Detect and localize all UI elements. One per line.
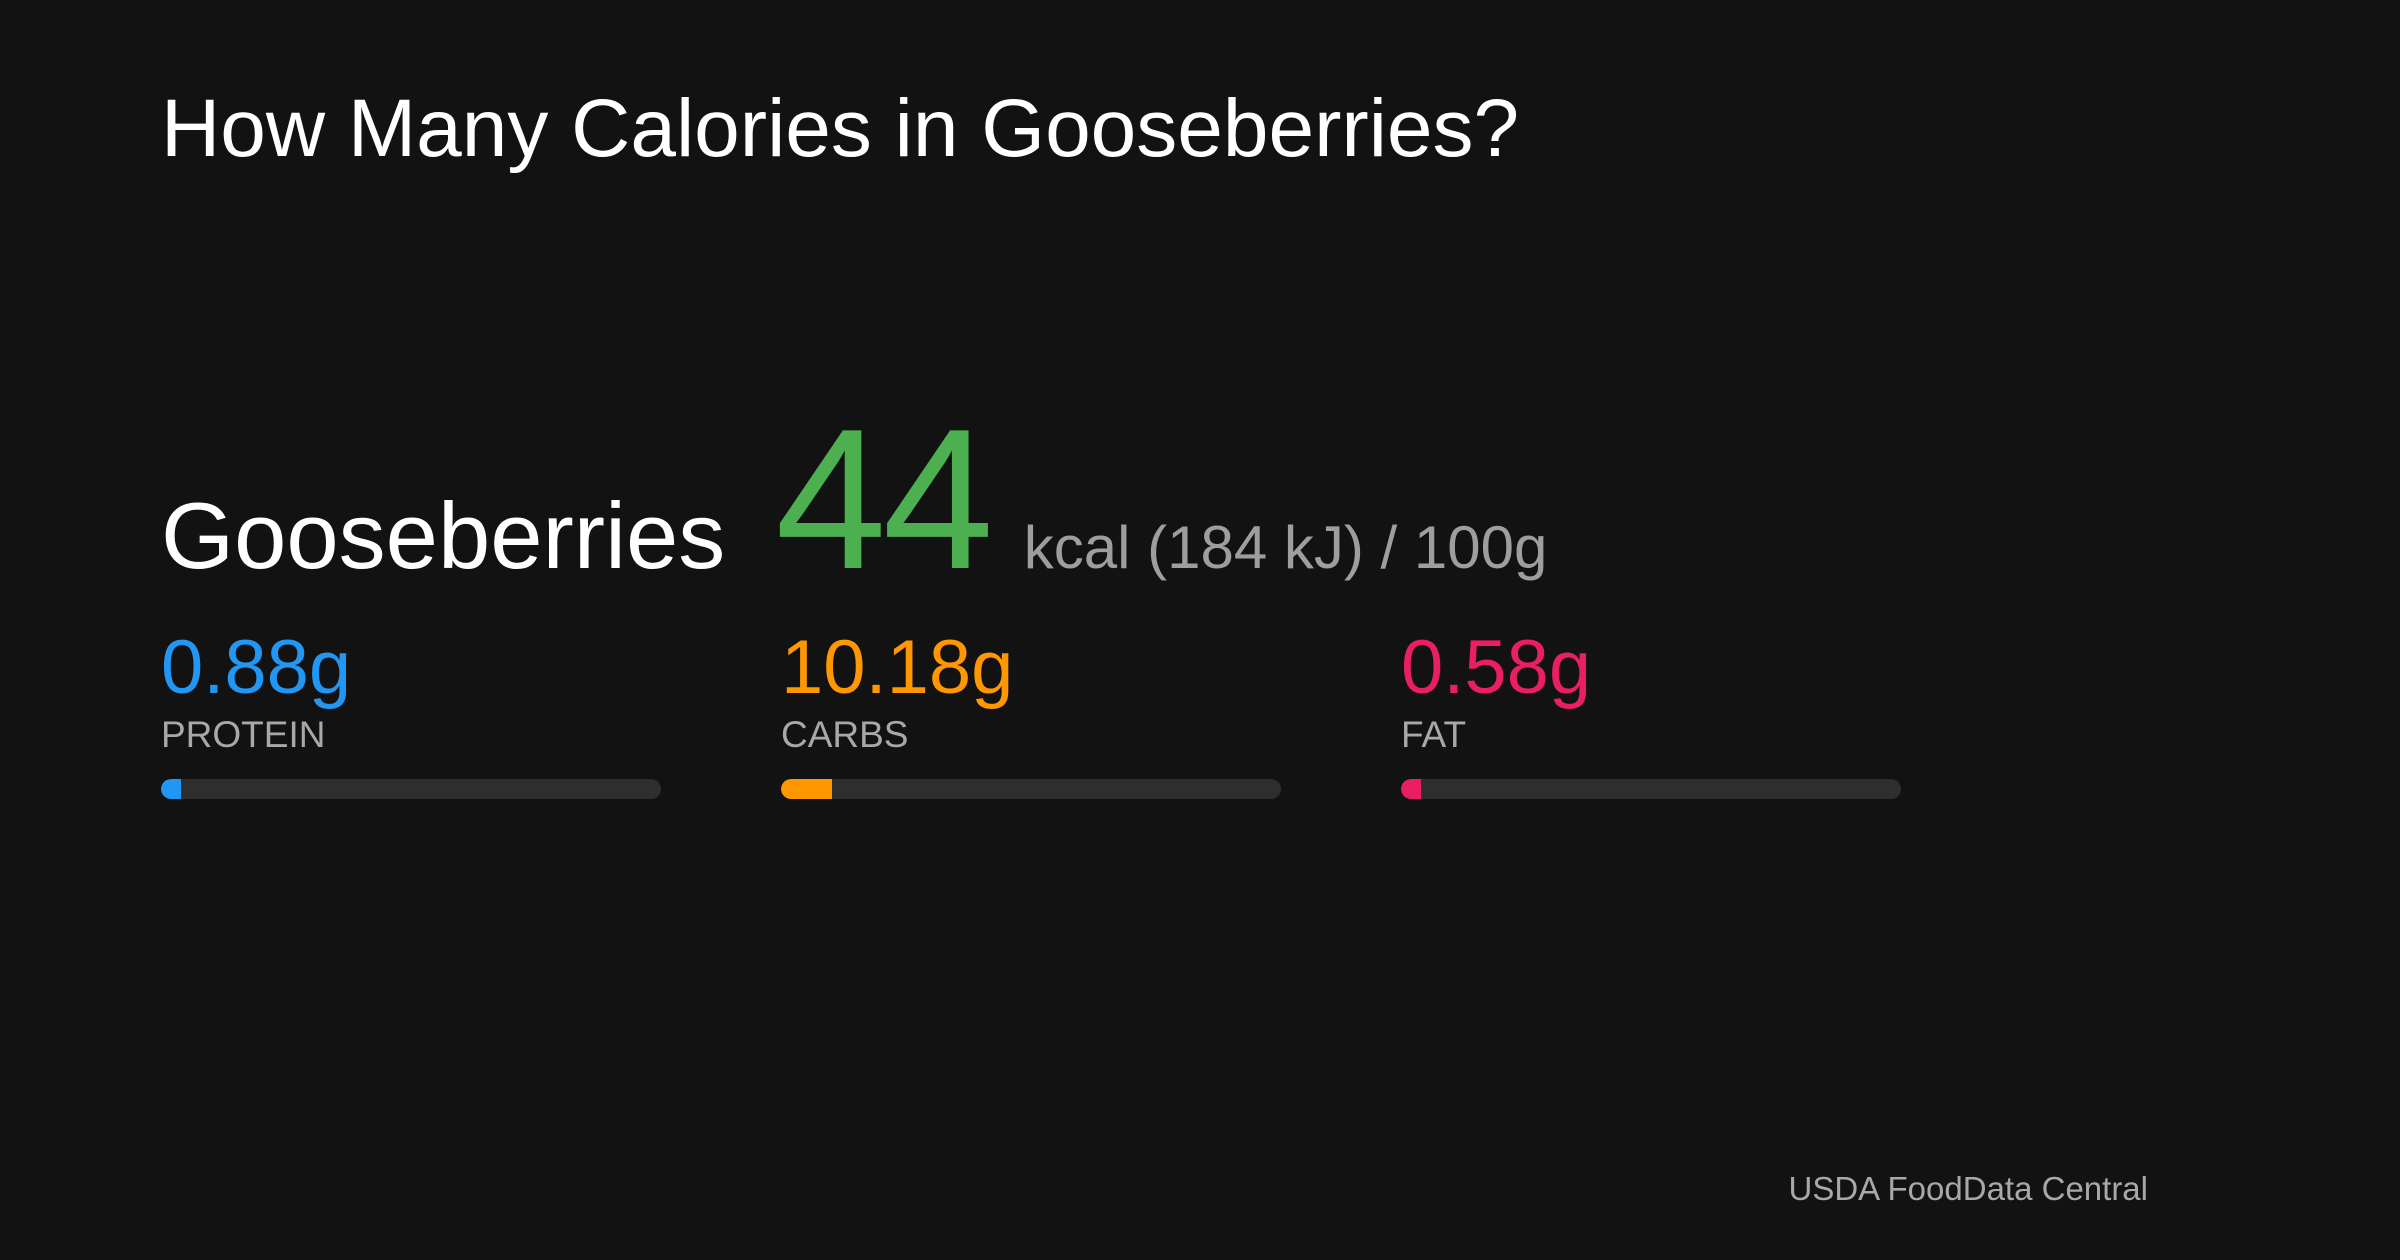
page-title: How Many Calories in Gooseberries? [161,83,1520,174]
macro-track [781,779,1281,799]
macro-track [1401,779,1901,799]
macro-name: PROTEIN [161,714,326,755]
macro-bar [1401,779,1421,799]
macro: 0.58g FAT [1401,630,1901,799]
macro-value: 0.88g [161,625,352,710]
macro-value: 10.18g [781,625,1014,710]
macro-bar [161,779,181,799]
food-name: Gooseberries [161,483,726,588]
source-note: USDA FoodData Central [1788,1170,2148,1207]
macro-value: 0.58g [1401,625,1592,710]
macro: 10.18g CARBS [781,630,1281,799]
macro-name: FAT [1401,714,1467,755]
macro-bar [781,779,832,799]
macro-name: CARBS [781,714,909,755]
calorie-summary: Gooseberries 44 kcal (184 kJ) / 100g [161,385,1547,611]
macro-track [161,779,661,799]
calorie-value: 44 [775,388,993,611]
macro: 0.88g PROTEIN [161,630,661,799]
calorie-unit: kcal (184 kJ) / 100g [1023,514,1548,581]
